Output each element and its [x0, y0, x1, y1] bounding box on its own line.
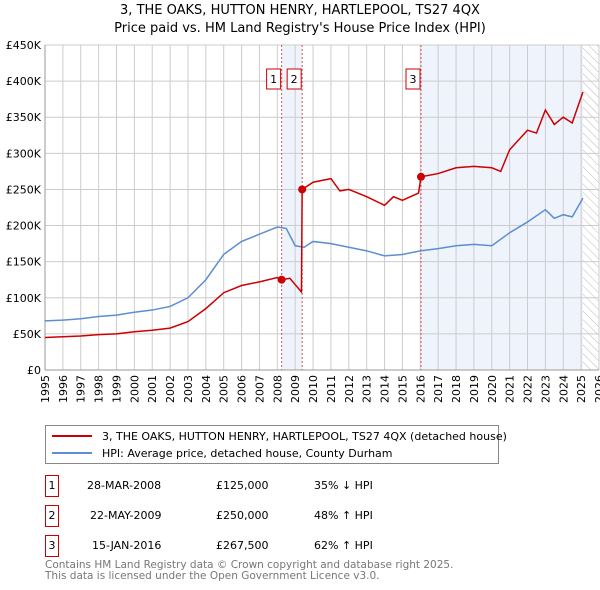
- legend-label: 3, THE OAKS, HUTTON HENRY, HARTLEPOOL, T…: [102, 429, 507, 443]
- x-tick-label: 1999: [110, 375, 123, 403]
- x-tick-label: 2000: [128, 375, 141, 403]
- x-tick-label: 2010: [307, 375, 320, 403]
- x-tick-label: 2022: [522, 375, 535, 403]
- x-tick-label: 2026: [593, 375, 600, 403]
- x-tick-label: 2003: [182, 375, 195, 403]
- marker-badge: 1: [45, 475, 59, 497]
- sale-point: [417, 172, 426, 181]
- shaded-period: [421, 45, 583, 370]
- x-tick-label: 2011: [325, 375, 338, 403]
- legend-label: HPI: Average price, detached house, Coun…: [102, 446, 393, 460]
- y-tick-label: £150K: [6, 256, 42, 269]
- y-tick-label: £100K: [6, 292, 42, 305]
- y-tick-label: £250K: [6, 183, 42, 196]
- date: 28-MAR-2008: [87, 479, 162, 492]
- marker-label-box: [286, 68, 302, 90]
- x-tick-label: 2017: [432, 375, 445, 403]
- y-tick-label: £50K: [13, 328, 42, 341]
- property-price-line: [44, 91, 584, 339]
- x-tick-label: 2024: [557, 375, 570, 403]
- price: £250,000: [216, 509, 269, 522]
- x-tick-label: 2019: [468, 375, 481, 403]
- x-tick-label: 2006: [236, 375, 249, 403]
- date: 15-JAN-2016: [92, 539, 162, 552]
- marker-label: 3: [410, 73, 417, 86]
- x-tick-label: 2016: [414, 375, 427, 403]
- legend-item-hpi: HPI: Average price, detached house, Coun…: [52, 445, 393, 461]
- title-line: 3, THE OAKS, HUTTON HENRY, HARTLEPOOL, T…: [120, 3, 480, 18]
- legend: 3, THE OAKS, HUTTON HENRY, HARTLEPOOL, T…: [45, 425, 507, 464]
- x-tick-label: 2021: [504, 375, 517, 403]
- x-tick-label: 2013: [361, 375, 374, 403]
- marker-label-box: [405, 68, 421, 90]
- footer-licence: This data is licensed under the Open Gov…: [45, 570, 380, 582]
- x-tick-label: 2014: [379, 375, 392, 403]
- marker-badge: 3: [45, 535, 59, 557]
- marker-label: 1: [270, 73, 277, 86]
- hpi-diff: 35% ↓ HPI: [314, 479, 373, 492]
- date: 22-MAY-2009: [90, 509, 162, 522]
- price: £267,500: [216, 539, 269, 552]
- footer: Contains HM Land Registry data © Crown c…: [45, 560, 453, 582]
- x-tick-label: 1997: [75, 375, 88, 403]
- x-tick-label: 2025: [575, 375, 588, 403]
- y-tick-label: £0: [27, 364, 41, 377]
- x-tick-label: 2001: [146, 375, 159, 403]
- transaction-row: 2 22-MAY-2009 £250,000 48% ↑ HPI: [45, 505, 545, 527]
- x-tick-label: 2008: [271, 375, 284, 403]
- footer-copyright: Contains HM Land Registry data © Crown c…: [45, 559, 454, 571]
- marker-label-box: [266, 68, 282, 90]
- y-tick-label: £350K: [6, 111, 42, 124]
- x-tick-label: 2012: [343, 375, 356, 403]
- blue-line-swatch: [52, 452, 92, 454]
- x-tick-label: 1995: [39, 375, 52, 403]
- subtitle-line: Price paid vs. HM Land Registry's House …: [114, 21, 486, 36]
- x-tick-label: 1996: [57, 375, 70, 403]
- legend-item-property: 3, THE OAKS, HUTTON HENRY, HARTLEPOOL, T…: [52, 428, 507, 444]
- x-tick-label: 2007: [253, 375, 266, 403]
- x-tick-label: 2005: [218, 375, 231, 403]
- price: £125,000: [216, 479, 269, 492]
- hpi-diff: 48% ↑ HPI: [314, 509, 373, 522]
- marker-badge: 2: [45, 505, 59, 527]
- y-tick-label: £450K: [6, 39, 42, 52]
- x-tick-label: 2015: [396, 375, 409, 403]
- transaction-row: 3 15-JAN-2016 £267,500 62% ↑ HPI: [45, 535, 545, 557]
- x-tick-label: 2002: [164, 375, 177, 403]
- y-tick-label: £300K: [6, 147, 42, 160]
- sale-point: [298, 185, 307, 194]
- marker-label: 2: [291, 73, 298, 86]
- hpi-line: [44, 197, 584, 322]
- x-tick-label: 2023: [539, 375, 552, 403]
- y-tick-label: £400K: [6, 75, 42, 88]
- sale-point: [277, 275, 286, 284]
- x-tick-label: 2009: [289, 375, 302, 403]
- x-tick-label: 2020: [486, 375, 499, 403]
- shaded-period: [281, 45, 303, 370]
- x-tick-label: 2018: [450, 375, 463, 403]
- transaction-row: 1 28-MAR-2008 £125,000 35% ↓ HPI: [45, 475, 545, 497]
- hpi-diff: 62% ↑ HPI: [314, 539, 373, 552]
- x-tick-label: 1998: [93, 375, 106, 403]
- price-chart: 1995 1996 1997 1998 1999 2000 2001 2002 2003 2004…: [6, 39, 600, 403]
- chart-title: 3, THE OAKS, HUTTON HENRY, HARTLEPOOL, T…: [0, 2, 600, 38]
- forecast-hatch: [582, 45, 599, 370]
- x-tick-label: 2004: [200, 375, 213, 403]
- red-line-swatch: [52, 435, 92, 437]
- y-tick-label: £200K: [6, 220, 42, 233]
